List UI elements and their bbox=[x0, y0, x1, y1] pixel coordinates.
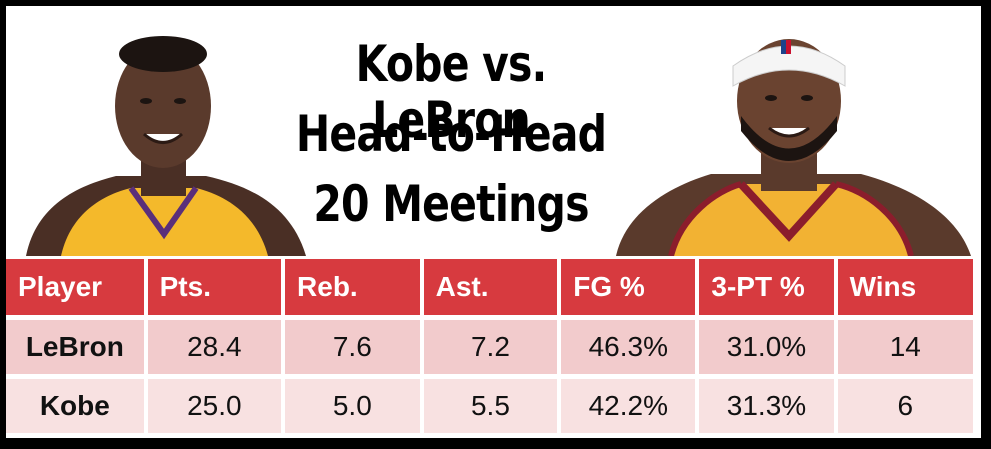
cell-3pt-pct: 31.0% bbox=[699, 320, 834, 374]
header-rebounds: Reb. bbox=[285, 259, 420, 315]
cell-rebounds: 5.0 bbox=[285, 379, 420, 433]
title-line-2: Head-to-Head bbox=[295, 105, 607, 163]
lebron-photo bbox=[611, 6, 976, 256]
header-fg-pct: FG % bbox=[561, 259, 696, 315]
table-row: Kobe 25.0 5.0 5.5 42.2% 31.3% 6 bbox=[6, 379, 973, 433]
header-wins: Wins bbox=[837, 259, 973, 315]
header-points: Pts. bbox=[147, 259, 282, 315]
header-assists: Ast. bbox=[423, 259, 558, 315]
cell-player: Kobe bbox=[6, 379, 144, 433]
cell-points: 28.4 bbox=[147, 320, 282, 374]
cell-assists: 5.5 bbox=[423, 379, 558, 433]
cell-player: LeBron bbox=[6, 320, 144, 374]
cell-fg-pct: 46.3% bbox=[561, 320, 696, 374]
graphic-inner: Kobe vs. LeBron Head-to-Head 20 Meetings… bbox=[6, 6, 981, 438]
table-header-row: Player Pts. Reb. Ast. FG % 3-PT % Wins bbox=[6, 259, 973, 315]
cell-3pt-pct: 31.3% bbox=[699, 379, 834, 433]
stats-table: Player Pts. Reb. Ast. FG % 3-PT % Wins L… bbox=[6, 254, 977, 438]
table-row: LeBron 28.4 7.6 7.2 46.3% 31.0% 14 bbox=[6, 320, 973, 374]
cell-assists: 7.2 bbox=[423, 320, 558, 374]
cell-wins: 14 bbox=[837, 320, 973, 374]
cell-fg-pct: 42.2% bbox=[561, 379, 696, 433]
header-3pt-pct: 3-PT % bbox=[699, 259, 834, 315]
cell-wins: 6 bbox=[837, 379, 973, 433]
title-line-3: 20 Meetings bbox=[313, 175, 589, 233]
kobe-photo bbox=[6, 6, 316, 256]
header-player: Player bbox=[6, 259, 144, 315]
cell-rebounds: 7.6 bbox=[285, 320, 420, 374]
cell-points: 25.0 bbox=[147, 379, 282, 433]
title-line-1: Kobe vs. LeBron bbox=[355, 35, 548, 149]
